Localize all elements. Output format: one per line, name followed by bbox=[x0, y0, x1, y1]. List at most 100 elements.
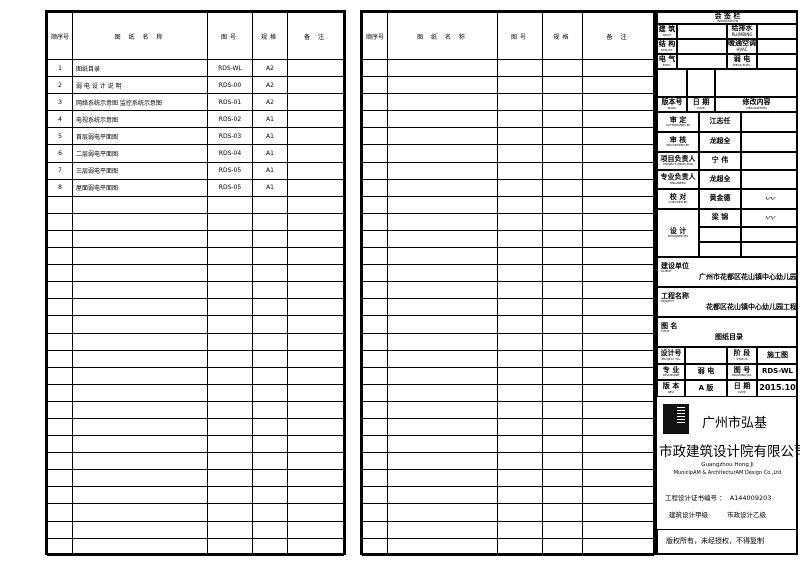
table-row bbox=[362, 452, 654, 471]
cell-remark bbox=[287, 178, 344, 197]
drawing-index-table-right: 顺序号 图 纸 名 称 图号 规格 备 注 bbox=[360, 10, 656, 556]
cell-remark bbox=[287, 486, 344, 505]
struct-sign bbox=[677, 39, 727, 54]
cell-spec bbox=[542, 366, 583, 385]
cell-no bbox=[362, 349, 388, 368]
cell-remark bbox=[582, 400, 654, 419]
cell-no bbox=[47, 417, 73, 437]
cell-spec bbox=[252, 520, 288, 539]
drawing-no-value: RDS-WL bbox=[757, 364, 798, 380]
cell-remark bbox=[287, 298, 344, 317]
cell-code bbox=[497, 452, 543, 471]
cell-spec bbox=[542, 178, 583, 197]
cell-code bbox=[497, 298, 543, 317]
cell-name bbox=[387, 349, 498, 368]
cell-remark bbox=[582, 212, 654, 231]
cell-spec bbox=[542, 537, 583, 556]
table-row: 4 电视系统示意图 RDS-02 A1 bbox=[47, 110, 344, 129]
cell-no: 2 bbox=[47, 76, 73, 95]
table-row: 8 屋面弱电平面图 RDS-05 A1 bbox=[47, 178, 344, 197]
cell-remark bbox=[582, 247, 654, 266]
table-row bbox=[47, 247, 344, 266]
cell-spec bbox=[542, 315, 583, 334]
checked-name: 黄金德 bbox=[699, 189, 741, 209]
cell-remark bbox=[287, 469, 344, 488]
header-spec: 规格 bbox=[542, 12, 583, 60]
cell-spec bbox=[252, 383, 288, 402]
grade-2: 市政设计乙级 bbox=[727, 511, 766, 519]
hvac-sign bbox=[757, 39, 798, 54]
blank-cell bbox=[741, 242, 798, 257]
header-remark: 备 注 bbox=[582, 12, 654, 60]
cell-no bbox=[362, 537, 388, 556]
table-row bbox=[362, 264, 654, 283]
cell-code bbox=[497, 503, 543, 522]
table-row bbox=[362, 435, 654, 454]
cell-code: RDS-02 bbox=[207, 110, 253, 129]
cell-spec: A1 bbox=[252, 178, 288, 197]
table-row bbox=[362, 383, 654, 402]
cell-remark bbox=[287, 417, 344, 437]
table-row bbox=[47, 469, 344, 488]
cell-remark bbox=[287, 76, 344, 95]
certificate-number: 工程设计证书编号 ： A144009203 bbox=[665, 494, 772, 502]
cell-no bbox=[47, 486, 73, 505]
cell-remark bbox=[287, 212, 344, 231]
cell-no: 6 bbox=[47, 144, 73, 163]
date2-label: 日 期 DATE bbox=[727, 380, 757, 397]
engineer-name: 龙超全 bbox=[699, 170, 741, 189]
cell-code bbox=[497, 366, 543, 385]
cell-no bbox=[362, 93, 388, 112]
cell-code bbox=[207, 417, 253, 437]
director-name: 宁 伟 bbox=[699, 152, 741, 170]
cell-remark bbox=[287, 503, 344, 522]
cell-remark bbox=[582, 76, 654, 95]
cell-no bbox=[47, 520, 73, 539]
cell-name bbox=[72, 417, 208, 437]
header-spec: 规格 bbox=[252, 12, 288, 60]
cell-name bbox=[387, 332, 498, 351]
cell-no bbox=[362, 452, 388, 471]
hvac-label: 暖通空调 HVAC bbox=[727, 39, 757, 54]
checked-signature: 〰 bbox=[741, 189, 798, 209]
cell-remark bbox=[582, 520, 654, 539]
table-row bbox=[47, 520, 344, 539]
approved-signature bbox=[741, 112, 798, 132]
cell-spec: A2 bbox=[252, 93, 288, 112]
cell-no bbox=[362, 315, 388, 334]
cell-name bbox=[72, 366, 208, 385]
table-row bbox=[362, 93, 654, 112]
cell-no bbox=[362, 332, 388, 351]
designer-name: 梁 锦 bbox=[699, 209, 741, 227]
cell-code bbox=[497, 537, 543, 556]
cell-remark bbox=[287, 332, 344, 351]
elec-label: 电 气 ELEC. bbox=[657, 54, 677, 69]
table-row bbox=[362, 127, 654, 146]
cell-code bbox=[497, 58, 543, 78]
table-row bbox=[47, 537, 344, 556]
cell-code bbox=[207, 486, 253, 505]
cell-remark bbox=[582, 58, 654, 78]
cell-code: RDS-04 bbox=[207, 144, 253, 163]
cell-code bbox=[497, 195, 543, 214]
table-row bbox=[47, 383, 344, 402]
cell-spec bbox=[542, 435, 583, 454]
cell-spec bbox=[252, 229, 288, 249]
cell-code bbox=[497, 93, 543, 112]
table-row bbox=[47, 298, 344, 317]
cell-remark bbox=[287, 435, 344, 454]
cell-spec: A1 bbox=[252, 161, 288, 180]
cell-name bbox=[387, 435, 498, 454]
cell-remark bbox=[287, 281, 344, 300]
cell-no bbox=[47, 383, 73, 402]
cell-no bbox=[47, 298, 73, 317]
blank-cell bbox=[699, 242, 741, 257]
cell-code bbox=[497, 178, 543, 197]
cell-name: 三层弱电平面图 bbox=[72, 161, 208, 180]
design-no-label: 设计号 PROJECT No. bbox=[657, 347, 685, 364]
cell-no bbox=[47, 264, 73, 283]
table-row bbox=[47, 452, 344, 471]
cell-code bbox=[207, 212, 253, 231]
cell-name bbox=[387, 93, 498, 112]
